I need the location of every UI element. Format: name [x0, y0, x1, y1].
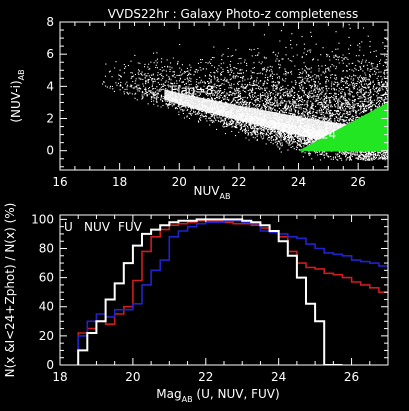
series-line-u: [77, 218, 343, 365]
bottom-xtick-label: 22: [198, 370, 213, 384]
bottom-xtick-label: 18: [52, 370, 67, 384]
bottom-ytick-label: 80: [39, 241, 54, 255]
bottom-xtick-label: 24: [271, 370, 286, 384]
bottom-xlabel: MagAB (U, NUV, FUV): [156, 387, 279, 404]
bottom-xtick-label: 26: [344, 370, 359, 384]
legend-fuv: FUV: [118, 220, 143, 234]
bottom-ytick-label: 20: [39, 329, 54, 343]
i-gt-24-region: [298, 102, 388, 152]
legend-i-gt-24: i>24: [307, 128, 336, 142]
top-xlabel-sub: AB: [220, 192, 231, 201]
top-xtick-label: 26: [351, 175, 366, 189]
top-xlabel: NUVAB: [194, 184, 231, 201]
bottom-xlabel-suffix: (U, NUV, FUV): [193, 387, 280, 401]
series-line-nuv: [77, 220, 388, 365]
top-plot-area: [102, 24, 388, 161]
top-ytick-label: 4: [46, 79, 54, 93]
top-ylabel: (NUV-i)AB: [9, 69, 26, 122]
legend-flag8: Flag=8: [170, 83, 213, 97]
bottom-ytick-label: 100: [31, 212, 54, 226]
top-panel: VVDS22hr : Galaxy Photo-z completeness F…: [9, 7, 389, 201]
series-line-fuv: [77, 220, 388, 365]
bottom-ytick-label: 40: [39, 300, 54, 314]
top-xtick-label: 18: [112, 175, 127, 189]
bottom-panel: U NUV FUV 18 20 22 24 26 0 20 40 60 80 100 MagAB (…: [3, 203, 389, 404]
top-ytick-label: 8: [46, 15, 54, 29]
top-xtick-label: 20: [172, 175, 187, 189]
legend-nuv: NUV: [84, 220, 111, 234]
top-ytick-label: 0: [46, 144, 54, 158]
top-xlabel-main: NUV: [194, 184, 221, 198]
bottom-xlabel-sub: AB: [182, 395, 193, 404]
bottom-axis-ticks: 18 20 22 24 26 0 20 40 60 80 100: [31, 212, 389, 384]
top-ytick-label: 6: [46, 47, 54, 61]
top-xtick-label: 16: [52, 175, 67, 189]
bottom-ylabel: N(x &I<24+Zphot) / N(x) (%): [3, 203, 17, 378]
top-xtick-label: 22: [231, 175, 246, 189]
top-ylabel-main: (NUV-i): [9, 80, 23, 122]
top-ylabel-sub: AB: [17, 69, 26, 80]
bottom-ytick-label: 60: [39, 271, 54, 285]
bottom-xlabel-main: Mag: [156, 387, 181, 401]
bottom-ytick-label: 0: [46, 358, 54, 372]
top-ytick-label: 2: [46, 112, 54, 126]
bottom-xtick-label: 20: [125, 370, 140, 384]
legend-u: U: [64, 220, 73, 234]
top-xtick-label: 24: [291, 175, 306, 189]
bottom-plot-area: [77, 218, 388, 365]
top-title: VVDS22hr : Galaxy Photo-z completeness: [108, 7, 359, 21]
